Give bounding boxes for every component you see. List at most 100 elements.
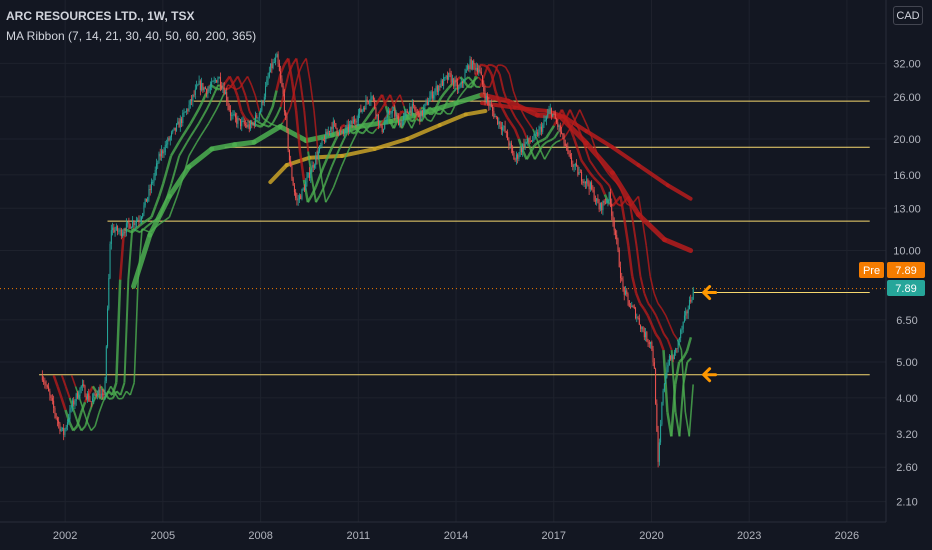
ma-fast-segment (154, 195, 161, 208)
ma-fast-segment (88, 401, 95, 414)
ma-fast-segment (236, 95, 243, 112)
candle-body (627, 293, 629, 301)
candle-body (103, 393, 105, 395)
ma-fast-segment (407, 120, 413, 129)
candle-body (475, 67, 477, 70)
horizontal-levels (0, 100, 886, 376)
ma-fast-segment (283, 73, 290, 91)
ma-fast-segment (483, 64, 489, 77)
ma-fast-segment (158, 183, 165, 197)
ma-fast-segment (161, 219, 166, 224)
candle-body (267, 76, 269, 80)
candle-body (313, 165, 315, 168)
candle-body (399, 122, 401, 126)
time-tick-label: 2008 (248, 530, 272, 542)
ma-fast-segment (525, 151, 532, 160)
candle-body (657, 431, 659, 462)
candle-body (434, 90, 436, 95)
candle-body (44, 381, 46, 385)
ma-fast-segment (668, 324, 675, 335)
ma-fast-segment (521, 150, 528, 160)
candle-body (630, 306, 632, 308)
candle-body (312, 165, 314, 168)
ma-fast-segment (579, 109, 585, 119)
ma-fast-segment (567, 125, 573, 133)
candle-body (508, 140, 510, 146)
ma-fast-segment (146, 216, 153, 221)
ma-fast-segment (685, 336, 693, 352)
time-tick-label: 2002 (53, 530, 77, 542)
ma-fast-segment (688, 384, 694, 437)
candle-body (424, 103, 426, 108)
candle-body (411, 103, 413, 112)
ma-fast-segment (84, 412, 91, 427)
ma-segment (453, 92, 485, 106)
chart-title: ARC RESOURCES LTD., 1W, TSX (6, 9, 195, 23)
indicator-legend[interactable]: MA Ribbon (7, 14, 21, 30, 40, 50, 60, 20… (6, 29, 257, 43)
ma-fast-segment (588, 159, 595, 167)
candle-body (543, 120, 545, 125)
ma-fast-segment (537, 139, 543, 144)
currency-button[interactable]: CAD (893, 6, 923, 25)
candle-body (505, 131, 507, 133)
ma-fast-segment (372, 128, 378, 135)
ma-fast-segment (285, 106, 292, 116)
ma-fast-segment (231, 86, 237, 91)
time-tick-label: 2020 (639, 530, 663, 542)
candle-body (97, 394, 99, 396)
candle-body (608, 192, 610, 201)
ma-fast-segment (430, 114, 436, 122)
ma-fast-segment (424, 106, 431, 115)
ma-fast-segment (599, 184, 607, 195)
ma-fast-segment (377, 106, 384, 114)
ma-fast-segment (508, 73, 515, 92)
ma-fast-segment (582, 117, 589, 128)
ma-fast-segment (666, 339, 673, 351)
candle-body (400, 122, 402, 127)
ma-fast-segment (635, 245, 642, 277)
candle-body (520, 148, 522, 153)
ma-fast-segment (650, 324, 657, 335)
ma-fast-segment (72, 425, 79, 432)
ma-fast-segment (201, 92, 208, 103)
candle-body (636, 317, 638, 319)
candle-body (436, 86, 438, 93)
candle-body (251, 123, 253, 125)
ma-fast-segment (267, 106, 274, 117)
candle-body (430, 91, 432, 97)
candle-body (507, 132, 509, 141)
candle-body (250, 123, 252, 130)
ma-fast-segment (149, 228, 155, 233)
price-tick-label: 4.00 (896, 393, 917, 405)
candle-body (633, 306, 635, 309)
candle-body (125, 223, 127, 233)
ma-fast-segment (469, 79, 475, 85)
candle-body (553, 113, 555, 115)
ma-fast-segment (366, 123, 372, 130)
ma-fast-segment (153, 224, 159, 230)
candle-body (51, 397, 53, 401)
candle-body (238, 118, 240, 120)
candle-body (518, 155, 520, 159)
ma-fast-segment (631, 275, 638, 294)
candle-body (262, 101, 264, 103)
candle-body (473, 60, 475, 65)
candle-body (552, 113, 554, 117)
ma-fast-segment (161, 169, 169, 185)
candle-body (281, 78, 283, 87)
candle-body (95, 394, 97, 396)
ma-fast-segment (596, 171, 603, 178)
candle-body (303, 188, 305, 191)
candle-body (256, 115, 258, 118)
ma-fast-segment (262, 117, 268, 122)
ma-fast-segment (258, 110, 264, 119)
ma-fast-segment (227, 84, 233, 88)
candle-body (617, 239, 619, 250)
candle-body (258, 113, 260, 118)
candle-body (665, 377, 667, 384)
candle-body (557, 122, 559, 127)
ma-fast-segment (630, 200, 636, 207)
candle-body (142, 213, 144, 218)
candle-body (345, 127, 347, 133)
